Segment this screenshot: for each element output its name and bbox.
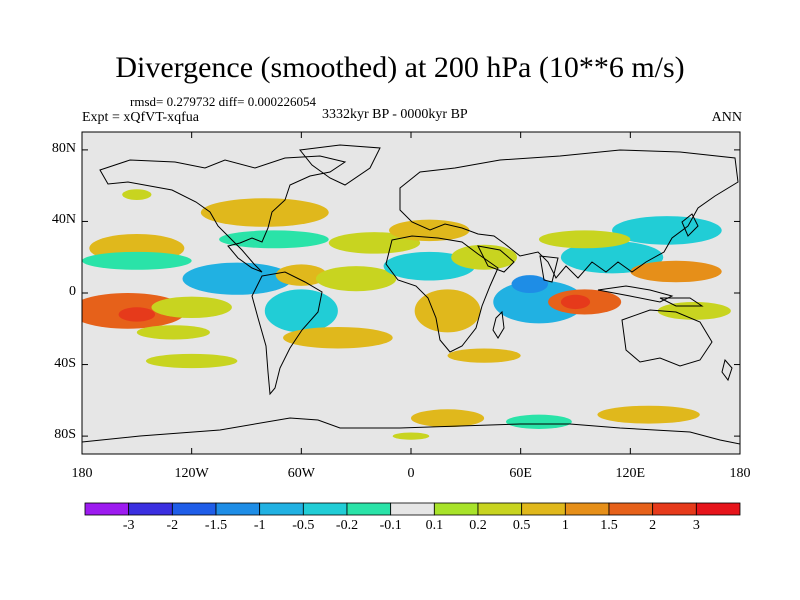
field-region: [219, 230, 329, 249]
colorbar-label: 1.5: [600, 518, 618, 533]
field-region: [315, 266, 397, 292]
plot-title: Divergence (smoothed) at 200 hPa (10**6 …: [115, 51, 685, 84]
time-period-label: 3332kyr BP - 0000kyr BP: [322, 107, 468, 122]
colorbar-swatch: [84, 502, 130, 516]
coastline-south-america: [251, 271, 323, 396]
colorbar-swatch: [521, 502, 566, 516]
field-region: [122, 189, 152, 200]
coastline-africa: [385, 235, 499, 353]
lat-label: 80N: [51, 140, 76, 156]
colorbar-swatch: [346, 502, 392, 516]
field-region: [136, 325, 210, 340]
coastline-arabia: [477, 245, 515, 273]
lon-label: 120W: [174, 466, 209, 481]
field-region: [597, 405, 700, 424]
field-region: [560, 241, 664, 274]
field-region: [506, 414, 572, 429]
colorbar-label: -2: [166, 518, 179, 533]
colorbar-swatch: [302, 502, 348, 516]
colorbar-swatch: [477, 502, 523, 516]
lat-label: 80S: [54, 427, 76, 443]
coastline-eurasia: [399, 149, 739, 279]
field-region: [414, 289, 481, 333]
rmsd-diff-stats: rmsd= 0.279732 diff= 0.000226054: [130, 94, 316, 109]
colorbar-swatch: [652, 502, 697, 516]
colorbar-label: 3: [692, 518, 700, 533]
colorbar-label: 1: [561, 518, 569, 533]
field-region: [560, 294, 591, 310]
coastline-antarctica: [82, 417, 740, 445]
lon-label: 60E: [509, 466, 532, 481]
field-region: [82, 251, 192, 270]
field-region: [328, 232, 421, 254]
field-region: [630, 260, 722, 283]
lat-label: 40N: [51, 212, 76, 228]
field-region: [493, 280, 585, 324]
colorbar-swatch: [390, 502, 435, 516]
colorbar-label: 0.2: [469, 518, 487, 533]
field-region: [264, 289, 338, 333]
colorbar-swatch: [215, 502, 261, 516]
coastline-japan: [681, 213, 699, 237]
colorbar-label: -1: [253, 518, 266, 533]
coastline-australia: [621, 309, 713, 367]
colorbar-swatch: [564, 502, 610, 516]
lat-label: 0: [69, 284, 76, 299]
colorbar-label: -3: [122, 518, 135, 533]
coastlines: [82, 144, 740, 445]
coastline-indonesia: [597, 285, 674, 303]
field-region: [538, 230, 631, 249]
field-region: [275, 264, 327, 286]
lon-label: 60W: [287, 466, 315, 481]
field-region: [283, 326, 393, 349]
colorbar-swatch: [171, 502, 217, 516]
lon-label: 0: [407, 466, 415, 481]
coastline-north-america: [99, 155, 347, 273]
lon-label: 120E: [615, 466, 646, 481]
coastline-new-guinea: [659, 297, 704, 307]
colorbar-label: -0.1: [379, 518, 402, 533]
colorbar-swatch: [259, 502, 304, 516]
season-label: ANN: [711, 110, 742, 125]
lon-label: 180: [71, 466, 93, 481]
field-region: [612, 216, 722, 245]
colorbar-swatch: [695, 502, 741, 516]
coastline-india: [539, 255, 559, 283]
coastline-new-zealand: [721, 358, 733, 382]
field-region: [392, 432, 430, 440]
field-region: [118, 307, 156, 322]
field-region: [657, 301, 731, 320]
colorbar-swatch: [608, 502, 654, 516]
coastline-greenland: [299, 144, 381, 186]
map-background: [82, 132, 740, 454]
field-region: [511, 275, 549, 293]
field-region: [411, 409, 485, 428]
axis-ticks: [81, 132, 741, 454]
colorbar-label: -0.2: [335, 518, 359, 533]
coastline-madagascar: [492, 310, 505, 339]
field-region: [200, 198, 329, 227]
field-region: [447, 348, 521, 363]
colorbar: [84, 502, 741, 516]
colorbar-swatch: [128, 502, 173, 516]
experiment-label: Expt = xQfVT-xqfua: [82, 110, 200, 125]
field-region: [151, 296, 232, 319]
colorbar-label: 0.1: [425, 518, 444, 533]
colorbar-label: -1.5: [204, 518, 228, 533]
field-region: [182, 262, 293, 295]
colorbar-label: -0.5: [292, 518, 315, 533]
colorbar-label: 2: [649, 518, 657, 533]
colorbar-label: 0.5: [512, 518, 531, 533]
lat-label: 40S: [54, 355, 76, 371]
colorbar-swatch: [433, 502, 479, 516]
field-region: [145, 353, 238, 369]
lon-label: 180: [729, 466, 751, 481]
